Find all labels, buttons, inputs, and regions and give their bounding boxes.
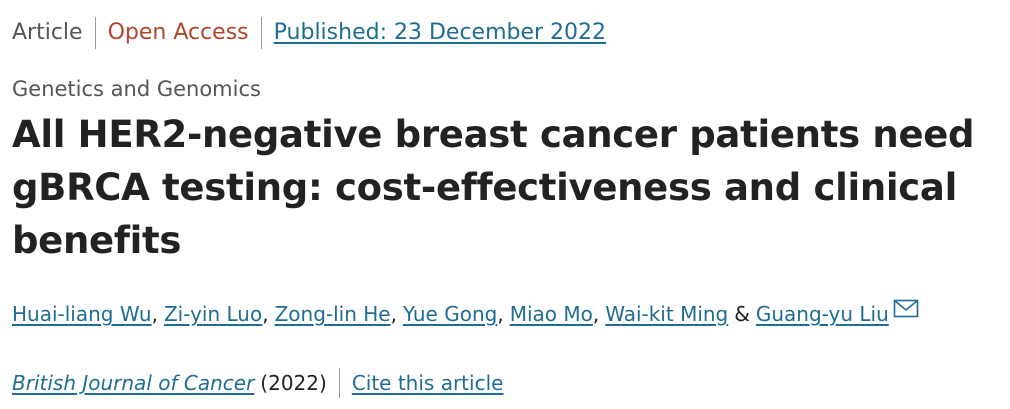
publication-year: (2022) bbox=[260, 371, 327, 395]
author-separator: , bbox=[151, 302, 158, 326]
author-list: Huai-liang Wu, Zi-yin Luo, Zong-lin He, … bbox=[12, 299, 919, 329]
cite-this-article-link[interactable]: Cite this article bbox=[351, 371, 504, 395]
citation-divider bbox=[338, 368, 340, 398]
subject-category: Genetics and Genomics bbox=[12, 77, 261, 101]
author-link-corresponding[interactable]: Guang-yu Liu bbox=[755, 302, 889, 326]
author-separator: , bbox=[497, 302, 504, 326]
citation-row: British Journal of Cancer (2022) Cite th… bbox=[12, 368, 503, 398]
article-title: All HER2-negative breast cancer patients… bbox=[12, 113, 975, 262]
author-link[interactable]: Zi-yin Luo bbox=[163, 302, 263, 326]
author-link[interactable]: Wai-kit Ming bbox=[605, 302, 729, 326]
author-link[interactable]: Zong-lin He bbox=[274, 302, 391, 326]
author-link[interactable]: Miao Mo bbox=[509, 302, 593, 326]
author-link[interactable]: Huai-liang Wu bbox=[12, 302, 152, 326]
article-meta-row: Article Open Access Published: 23 Decemb… bbox=[12, 16, 618, 50]
open-access-label: Open Access bbox=[107, 20, 249, 45]
published-date-link[interactable]: Published: 23 December 2022 bbox=[273, 20, 607, 45]
author-separator: , bbox=[262, 302, 269, 326]
author-conjunction: & bbox=[734, 302, 750, 326]
author-separator: , bbox=[592, 302, 600, 326]
author-link[interactable]: Yue Gong bbox=[402, 302, 498, 326]
meta-divider bbox=[260, 17, 262, 49]
mail-envelope-icon[interactable] bbox=[893, 297, 919, 318]
meta-divider bbox=[94, 17, 96, 49]
article-type: Article bbox=[12, 20, 83, 45]
author-separator: , bbox=[390, 302, 397, 326]
journal-link[interactable]: British Journal of Cancer bbox=[12, 371, 255, 395]
